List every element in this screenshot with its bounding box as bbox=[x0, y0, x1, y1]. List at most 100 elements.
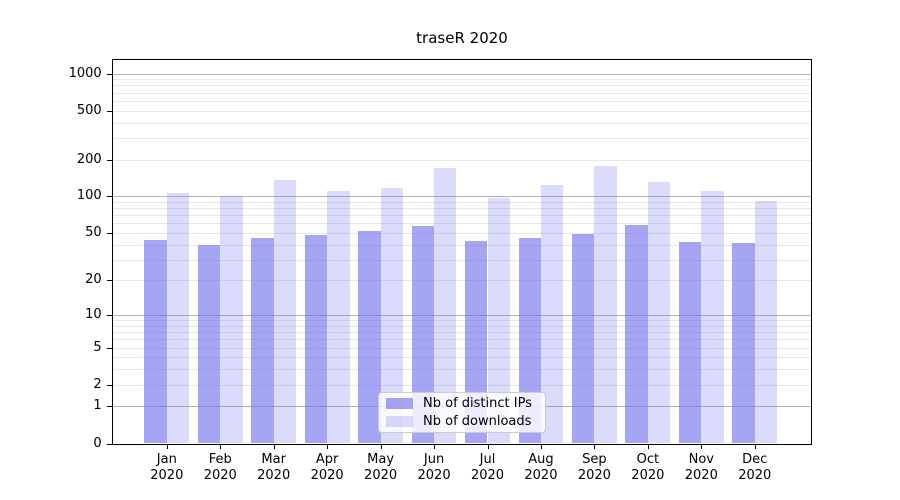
x-tick-label: Dec 2020 bbox=[725, 452, 785, 484]
x-tick-month: Jun bbox=[423, 451, 445, 467]
x-tick-year: 2020 bbox=[203, 467, 237, 483]
bar-downloads bbox=[754, 200, 778, 444]
x-tick-label: Mar 2020 bbox=[244, 452, 304, 484]
plot-border bbox=[111, 59, 812, 445]
y-tick-mark bbox=[107, 159, 113, 161]
x-tick-year: 2020 bbox=[631, 467, 665, 483]
major-gridline bbox=[112, 315, 811, 317]
y-tick-mark bbox=[107, 406, 113, 408]
bar-downloads bbox=[220, 196, 243, 444]
y-tick-mark bbox=[107, 73, 113, 75]
y-tick-label: 50 bbox=[85, 224, 102, 240]
x-tick-mark bbox=[487, 444, 489, 449]
minor-gridline bbox=[112, 232, 811, 234]
x-tick-label: Feb 2020 bbox=[190, 452, 250, 484]
minor-gridline bbox=[112, 85, 811, 87]
y-tick-label: 200 bbox=[76, 151, 102, 167]
x-tick-month: Dec bbox=[742, 451, 768, 467]
x-tick-month: Aug bbox=[528, 451, 554, 467]
y-tick-label: 1000 bbox=[68, 65, 102, 81]
x-tick-year: 2020 bbox=[470, 467, 505, 483]
y-tick-label: 2 bbox=[93, 376, 102, 392]
x-tick-month: Jul bbox=[479, 451, 496, 467]
y-tick-mark bbox=[107, 232, 113, 234]
x-tick-year: 2020 bbox=[417, 467, 451, 483]
x-tick-year: 2020 bbox=[150, 467, 184, 483]
x-tick-month: Nov bbox=[688, 451, 714, 467]
y-tick-mark bbox=[107, 347, 113, 349]
chart-title: traseR 2020 bbox=[416, 29, 508, 47]
minor-gridline bbox=[112, 79, 811, 81]
y-tick-mark bbox=[107, 315, 113, 317]
y-tick-label: 0 bbox=[93, 435, 102, 451]
y-tick-label: 10 bbox=[85, 307, 102, 323]
bar-distinct-ips bbox=[572, 234, 595, 444]
minor-gridline bbox=[112, 339, 811, 341]
x-tick-mark bbox=[166, 444, 168, 449]
x-tick-mark bbox=[380, 444, 382, 449]
bar-distinct-ips bbox=[732, 243, 755, 444]
minor-gridline bbox=[112, 325, 811, 327]
x-tick-month: Oct bbox=[636, 451, 660, 467]
x-tick-mark bbox=[701, 444, 703, 449]
y-tick-mark bbox=[107, 280, 113, 282]
x-tick-year: 2020 bbox=[257, 467, 291, 483]
minor-gridline bbox=[112, 280, 811, 282]
x-tick-mark bbox=[327, 444, 329, 449]
x-tick-mark bbox=[434, 444, 436, 449]
bar-downloads bbox=[166, 193, 190, 444]
x-tick-label: Jan 2020 bbox=[137, 452, 197, 484]
x-tick-mark bbox=[220, 444, 222, 449]
x-tick-mark bbox=[754, 444, 756, 449]
minor-gridline bbox=[112, 223, 811, 225]
minor-gridline bbox=[112, 215, 811, 217]
x-tick-month: Feb bbox=[208, 451, 232, 467]
legend-label-downloads: Nb of downloads bbox=[423, 414, 532, 429]
x-tick-label: Nov 2020 bbox=[671, 452, 731, 484]
x-tick-year: 2020 bbox=[577, 467, 611, 483]
bar-downloads bbox=[701, 190, 724, 444]
x-tick-label: Oct 2020 bbox=[618, 452, 678, 484]
y-tick-label: 1 bbox=[93, 398, 102, 414]
x-tick-label: Aug 2020 bbox=[511, 452, 571, 484]
x-tick-mark bbox=[540, 444, 542, 449]
minor-gridline bbox=[112, 384, 811, 386]
minor-gridline bbox=[112, 201, 811, 203]
bar-downloads bbox=[594, 166, 617, 444]
legend-entry-downloads: Nb of downloads bbox=[386, 414, 538, 429]
x-tick-mark bbox=[594, 444, 596, 449]
bar-downloads bbox=[647, 181, 671, 444]
minor-gridline bbox=[112, 92, 811, 94]
minor-gridline bbox=[112, 100, 811, 102]
minor-gridline bbox=[112, 332, 811, 334]
y-tick-mark bbox=[107, 196, 113, 198]
minor-gridline bbox=[112, 357, 811, 359]
x-tick-label: Jun 2020 bbox=[404, 452, 464, 484]
y-tick-label: 20 bbox=[85, 272, 102, 288]
y-tick-label: 5 bbox=[93, 339, 102, 355]
minor-gridline bbox=[112, 369, 811, 371]
minor-gridline bbox=[112, 320, 811, 322]
x-tick-year: 2020 bbox=[310, 467, 344, 483]
bar-downloads bbox=[327, 191, 350, 444]
y-tick-mark bbox=[107, 443, 113, 445]
minor-gridline bbox=[112, 244, 811, 246]
legend-swatch-downloads bbox=[386, 416, 413, 427]
legend-entry-distinct-ips: Nb of distinct IPs bbox=[386, 396, 538, 411]
minor-gridline bbox=[112, 159, 811, 161]
x-tick-month: Apr bbox=[315, 451, 339, 467]
bar-distinct-ips bbox=[144, 239, 167, 444]
x-tick-label: Apr 2020 bbox=[297, 452, 357, 484]
minor-gridline bbox=[112, 137, 811, 139]
y-tick-mark bbox=[107, 384, 113, 386]
x-tick-mark bbox=[647, 444, 649, 449]
legend-label-distinct-ips: Nb of distinct IPs bbox=[423, 396, 532, 411]
x-tick-year: 2020 bbox=[364, 467, 398, 483]
y-tick-mark bbox=[107, 110, 113, 112]
x-tick-month: Sep bbox=[582, 451, 607, 467]
bar-distinct-ips bbox=[678, 242, 702, 444]
bar-downloads bbox=[273, 180, 297, 444]
minor-gridline bbox=[112, 122, 811, 124]
minor-gridline bbox=[112, 110, 811, 112]
